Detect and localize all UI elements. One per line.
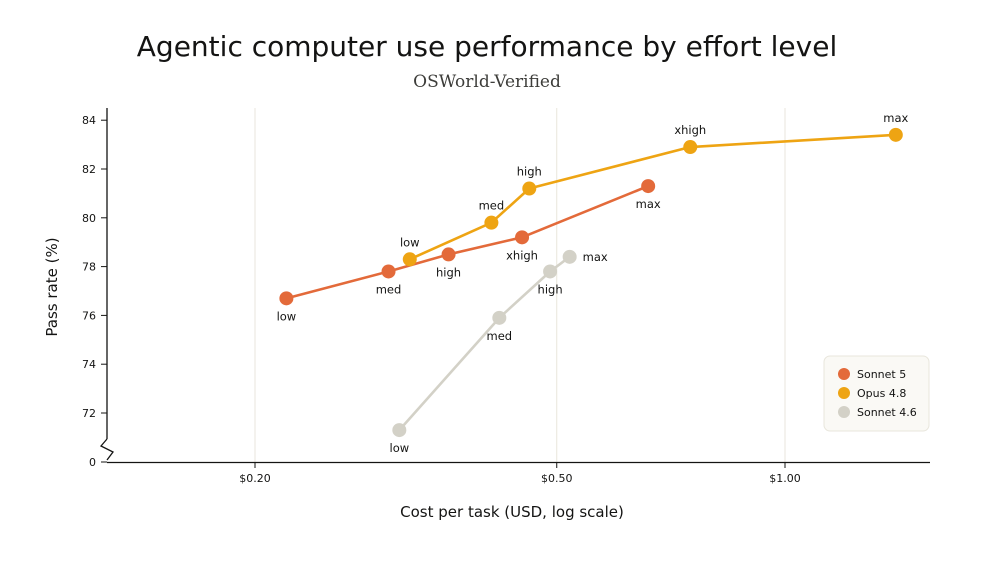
y-tick-label: 84 xyxy=(82,114,96,127)
data-point xyxy=(392,423,407,438)
y-tick-label: 82 xyxy=(82,163,96,176)
legend: Sonnet 5 Opus 4.8 Sonnet 4.6 xyxy=(823,355,930,432)
x-axis-label: Cost per task (USD, log scale) xyxy=(400,503,624,521)
legend-label: Opus 4.8 xyxy=(857,387,906,400)
y-tick-label: 78 xyxy=(82,261,96,274)
data-label: med xyxy=(487,329,513,343)
data-point xyxy=(441,247,456,262)
y-axis-break xyxy=(99,438,114,461)
axes xyxy=(99,108,930,464)
series-opus-4-8: low med high xhigh max xyxy=(400,111,909,267)
data-label: high xyxy=(538,282,563,296)
data-point xyxy=(515,230,530,245)
data-label: high xyxy=(436,265,461,279)
data-point xyxy=(484,215,499,230)
data-point xyxy=(562,249,577,264)
legend-box xyxy=(823,355,930,432)
y-tick-label: 76 xyxy=(82,309,96,322)
data-label: max xyxy=(583,250,608,264)
x-tick-label: $1.00 xyxy=(769,472,801,485)
chart-title: Agentic computer use performance by effo… xyxy=(137,30,837,63)
y-axis-label: Pass rate (%) xyxy=(43,237,61,336)
x-tick-label: $0.50 xyxy=(541,472,573,485)
data-label: max xyxy=(883,111,908,125)
x-ticks: $0.20 $0.50 $1.00 xyxy=(239,462,801,485)
data-label: xhigh xyxy=(674,123,706,137)
data-point xyxy=(888,127,903,142)
data-point xyxy=(279,291,294,306)
y-tick-label: 80 xyxy=(82,212,96,225)
data-label: high xyxy=(517,165,542,179)
data-label: med xyxy=(376,282,402,296)
chart-subtitle: OSWorld-Verified xyxy=(413,72,561,92)
data-point xyxy=(402,252,417,267)
legend-label: Sonnet 5 xyxy=(857,368,906,381)
legend-swatch xyxy=(838,406,850,418)
data-label: low xyxy=(400,235,420,249)
data-point xyxy=(641,179,656,194)
data-point xyxy=(522,181,537,196)
data-label: low xyxy=(277,309,297,323)
data-label: xhigh xyxy=(506,248,538,262)
legend-swatch xyxy=(838,387,850,399)
grid xyxy=(254,108,786,462)
legend-label: Sonnet 4.6 xyxy=(857,406,917,419)
data-point xyxy=(683,140,698,155)
y-tick-label: 74 xyxy=(82,358,96,371)
series-line xyxy=(398,255,571,431)
x-tick-label: $0.20 xyxy=(239,472,271,485)
series-sonnet-5: low med high xhigh max xyxy=(277,179,661,323)
y-ticks: 0 72 74 76 78 80 82 84 xyxy=(82,114,107,469)
data-point xyxy=(492,310,507,325)
data-label: med xyxy=(479,199,505,213)
y-tick-label: 0 xyxy=(89,456,96,469)
series-layer: low med high max low med high xhigh max low med hig… xyxy=(277,111,909,455)
data-label: low xyxy=(390,441,410,455)
legend-swatch xyxy=(838,368,850,380)
series-sonnet-4-6: low med high max xyxy=(390,249,608,455)
data-point xyxy=(381,264,396,279)
y-tick-label: 72 xyxy=(82,407,96,420)
data-label: max xyxy=(636,197,661,211)
data-point xyxy=(543,264,558,279)
